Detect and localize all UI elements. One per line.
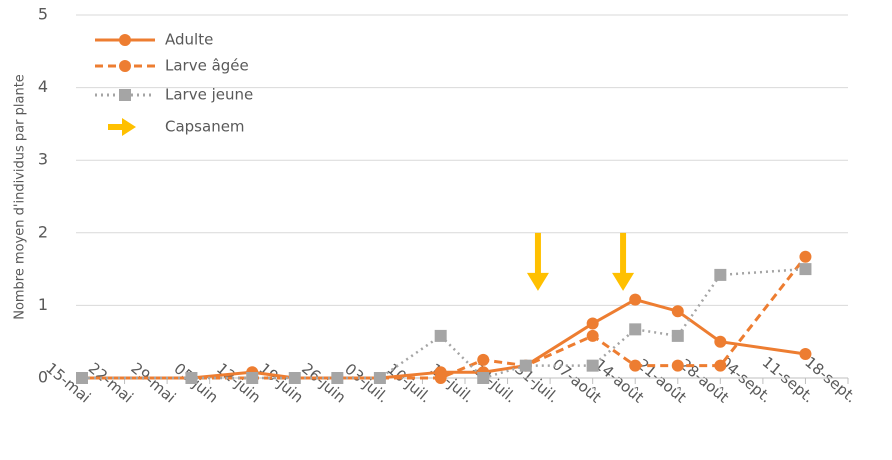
point-marker [714, 335, 727, 348]
point-marker [714, 359, 727, 372]
x-tick-label: 22-mai [85, 359, 137, 407]
point-marker [671, 329, 684, 342]
point-marker [586, 359, 599, 372]
series-line [82, 297, 806, 380]
point-marker [799, 250, 812, 263]
y-tick-label: 3 [38, 150, 48, 169]
point-marker [185, 372, 198, 384]
x-tick-label: 29-mai [127, 359, 179, 407]
point-marker [434, 372, 447, 384]
point-marker [799, 263, 812, 276]
point-marker [477, 372, 490, 384]
point-marker [671, 359, 684, 372]
legend-label: Larve âgée [165, 57, 249, 75]
point-marker [434, 329, 447, 342]
point-marker [586, 329, 599, 342]
point-marker [76, 372, 88, 384]
arrow [612, 232, 635, 291]
point-marker [629, 359, 642, 372]
point-marker [671, 305, 684, 318]
series-line [82, 255, 807, 380]
y-tick-label: 0 [38, 368, 48, 387]
point-marker [714, 268, 727, 281]
x-tick-label: 10-juil. [384, 360, 435, 407]
y-tick-label: 2 [38, 222, 48, 241]
legend-label: Adulte [165, 31, 213, 49]
y-tick-label: 1 [38, 295, 48, 314]
legend-symbol [119, 34, 131, 46]
point-marker [586, 317, 599, 330]
point-marker [477, 353, 490, 366]
y-axis-label: Nombre moyen d'individus par plante [13, 74, 28, 320]
legend-label: Capsanem [165, 118, 245, 136]
legend-symbol [119, 60, 131, 72]
point-marker [799, 348, 812, 361]
legend-label: Larve jeune [165, 86, 253, 104]
y-tick-label: 4 [38, 77, 48, 96]
arrow [526, 232, 549, 291]
point-marker [373, 372, 386, 384]
point-marker [331, 372, 344, 384]
point-marker [629, 293, 642, 306]
point-marker [246, 372, 259, 384]
point-marker [288, 372, 301, 384]
point-marker [519, 359, 532, 372]
x-tick-label: 17-juil. [426, 360, 477, 407]
point-marker [629, 323, 642, 336]
legend-symbol [108, 118, 136, 136]
legend-symbol [119, 89, 131, 101]
y-tick-label: 5 [38, 5, 48, 24]
